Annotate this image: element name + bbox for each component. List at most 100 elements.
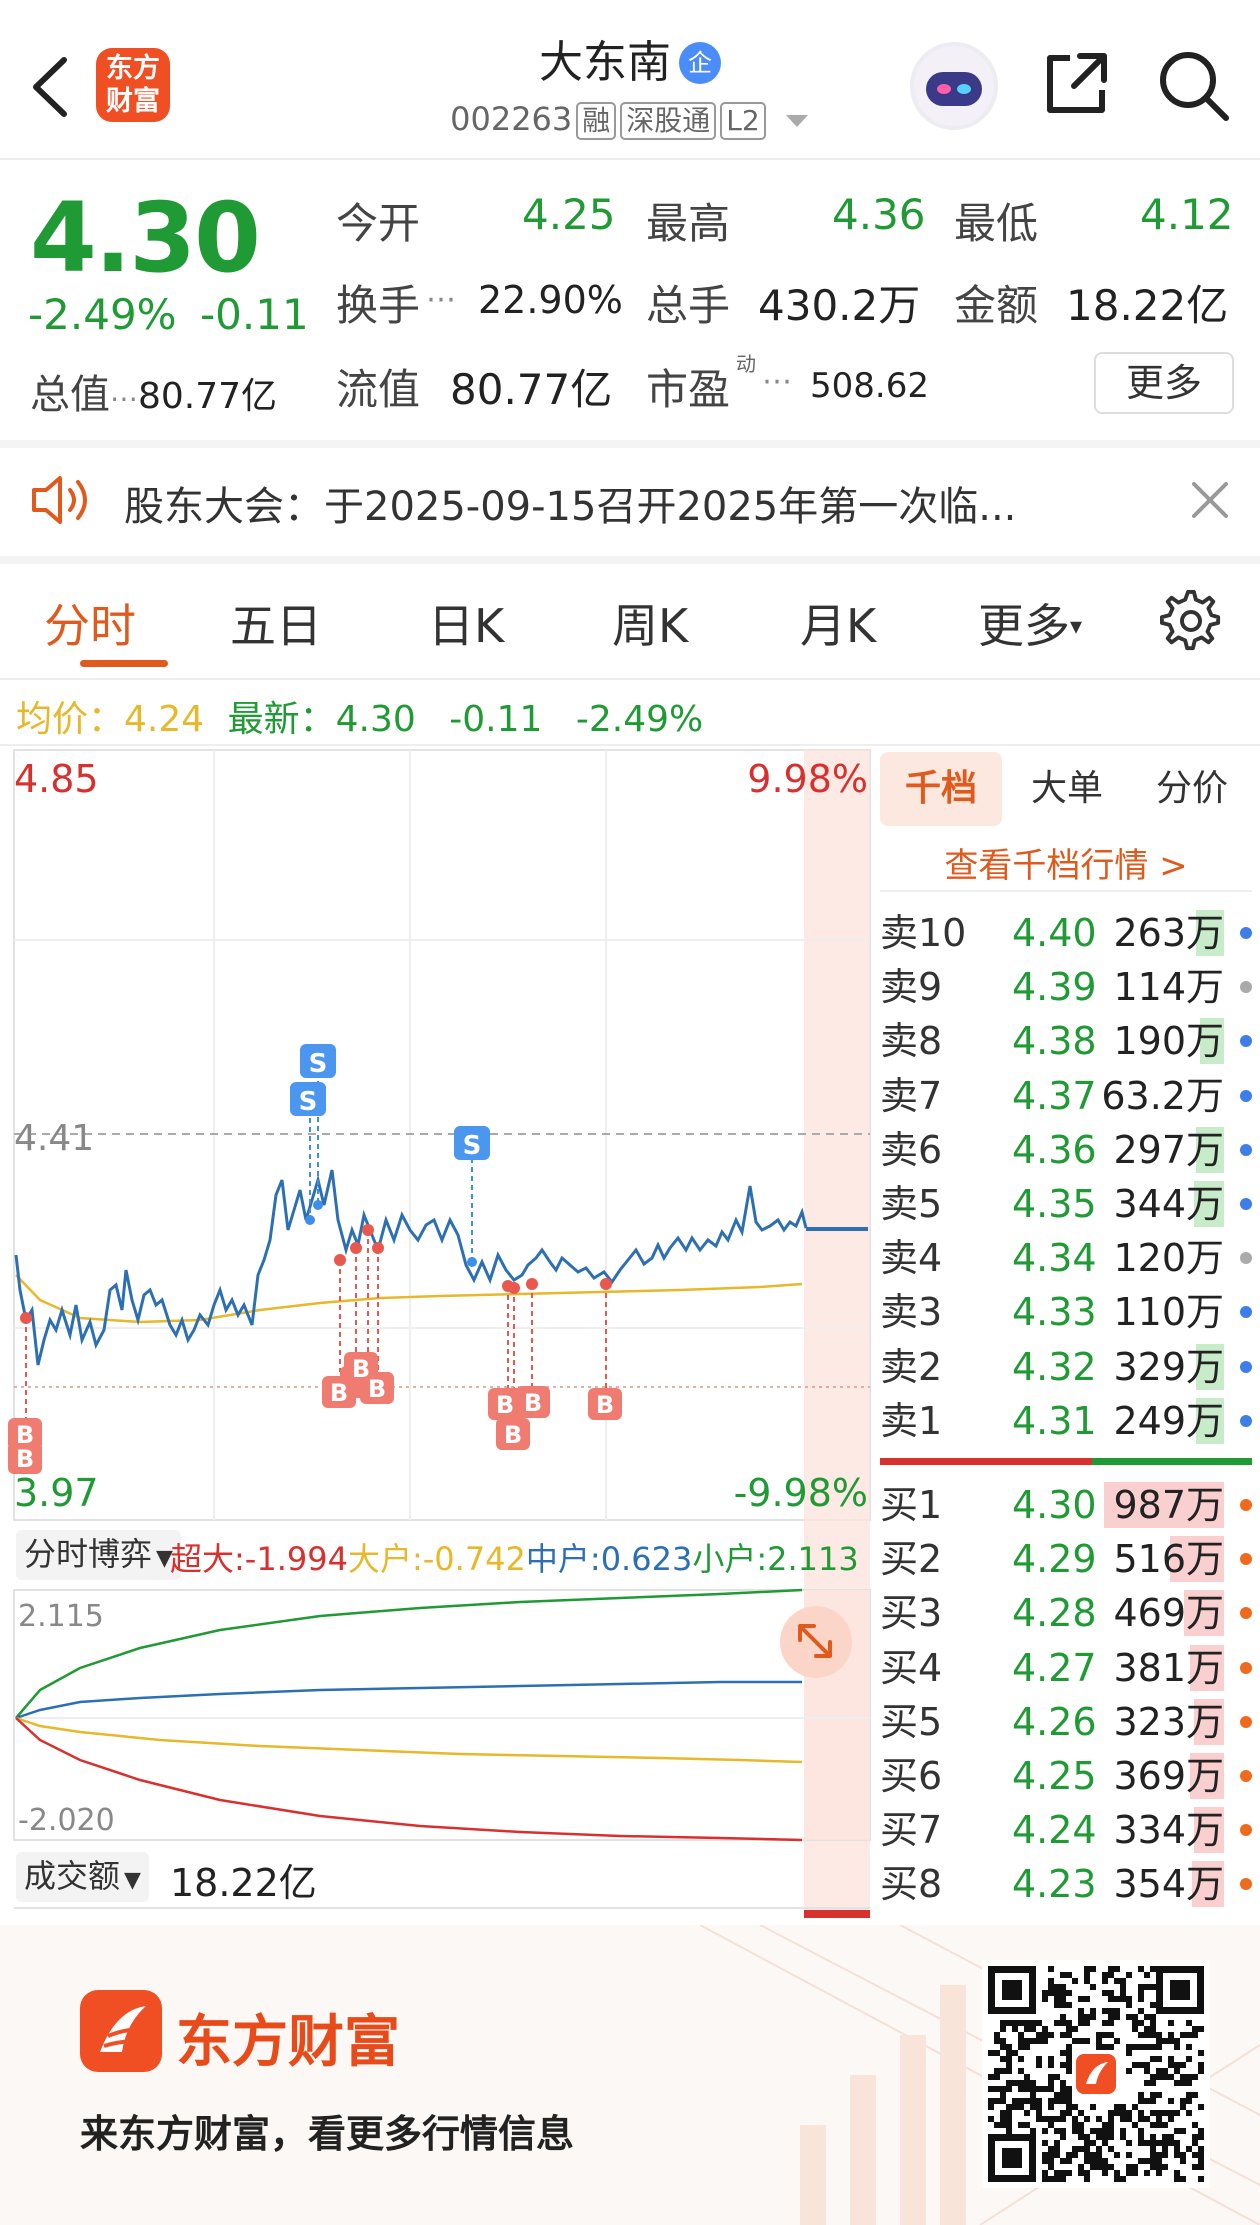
brand-name: 东方财富 [176,2010,400,2075]
ask-volume: 249万 [1113,1398,1224,1443]
volume-bar [1200,1018,1224,1065]
pct-axis-bottom: -9.98% [734,1471,868,1515]
bid-row[interactable]: 买2 4.29 516万 [880,1532,1260,1586]
tab-more[interactable]: 更多▾ [978,599,1083,653]
bid-row[interactable]: 买5 4.26 323万 [880,1695,1260,1749]
depth-link[interactable]: 查看千档行情 > [944,846,1188,886]
ask-row[interactable]: 卖9 4.39 114万 [880,960,1260,1014]
svg-text:B: B [368,1375,386,1403]
settings-icon [1159,589,1221,651]
bid-level: 买3 [880,1591,943,1636]
bid-price: 4.28 [1012,1591,1097,1636]
bid-volume: 381万 [1113,1645,1224,1690]
order-dot [1240,1414,1252,1427]
bid-row[interactable]: 买1 4.30 987万 [880,1478,1260,1532]
market-cap[interactable]: 总值⋯80.77亿 [30,372,278,418]
dropdown-icon [785,115,808,127]
open-label: 今开 [336,199,421,248]
search-button[interactable] [1156,48,1232,124]
volume-label: 总手 [646,281,731,330]
notice-text[interactable]: 股东大会：于2025-09-15召开2025年第一次临... [124,484,1017,530]
promo-slogan: 来东方财富，看更多行情信息 [80,2112,575,2156]
bid-price: 4.29 [1012,1537,1097,1582]
pe-info-icon[interactable]: ⋯ [762,364,792,399]
tab-big-orders[interactable]: 大单 [1030,768,1103,809]
volume-bar [1194,1181,1224,1227]
sell-marker[interactable] [300,1044,336,1078]
ask-price: 4.36 [1012,1127,1097,1172]
turnover-info-icon[interactable]: ⋯ [426,282,456,317]
back-button[interactable] [26,52,72,122]
tab-five-day[interactable]: 五日 [230,599,322,653]
more-quote-button[interactable]: 更多 [1094,352,1234,414]
bid-price: 4.27 [1012,1645,1097,1690]
ask-row[interactable]: 卖4 4.34 120万 [880,1231,1260,1285]
order-dot [1240,1252,1252,1265]
ask-row[interactable]: 卖2 4.32 329万 [880,1340,1260,1394]
order-dot [1240,1770,1252,1782]
stock-subtitle[interactable]: 002263 融深股通 L2 [0,100,1260,140]
bid-row[interactable]: 买3 4.28 469万 [880,1586,1260,1640]
volume-bar [1184,1590,1224,1637]
ask-volume: 297万 [1113,1127,1224,1172]
tab-monthly-k[interactable]: 月K [800,599,877,653]
promo-footer: 东方财富 来东方财富，看更多行情信息 [0,1925,1260,2225]
order-dot [1240,1553,1252,1566]
app-logo[interactable]: 东方 财富 [96,48,170,122]
current-price: 4.30 [30,182,261,294]
ask-row[interactable]: 卖10 4.40 263万 [880,906,1260,960]
amount-value: 18.22亿 [1066,281,1229,330]
intraday-chart[interactable]: S S S B B B B [0,745,872,1920]
game-legend: 超大:-1.994大户:-0.742中户:0.623小户:2.113 [170,1540,859,1578]
tab-intraday[interactable]: 分时 [44,599,136,653]
ask-price: 4.35 [1012,1182,1097,1226]
bid-row[interactable]: 买7 4.24 334万 [880,1803,1260,1857]
svg-text:S: S [463,1131,482,1161]
buy-markers[interactable] [8,1352,622,1474]
change-pct: -2.49% [28,290,177,339]
notice-speaker [28,470,94,530]
notice-close[interactable] [1188,478,1232,522]
bid-row[interactable]: 买8 4.23 354万 [880,1857,1260,1911]
qr-code[interactable] [982,1960,1210,2188]
price-axis-top: 4.85 [14,757,99,801]
pe-dynamic-mark: 动 [736,352,756,376]
ask-row[interactable]: 卖8 4.38 190万 [880,1014,1260,1068]
pe-label: 市盈 [646,365,731,414]
svg-text:B: B [16,1445,34,1473]
ask-row[interactable]: 卖1 4.31 249万 [880,1394,1260,1448]
share-button[interactable] [1040,48,1112,120]
order-dot [1240,1878,1252,1891]
bid-strength [880,1458,1092,1465]
ask-row[interactable]: 卖6 4.36 297万 [880,1123,1260,1177]
ask-row[interactable]: 卖5 4.35 344万 [880,1177,1260,1231]
bid-volume: 334万 [1113,1808,1224,1853]
price-axis-bottom: 3.97 [14,1471,99,1515]
qr-code-image [982,1960,1210,2188]
assistant-avatar[interactable] [910,42,998,130]
chart-settings[interactable] [1159,589,1222,652]
low-label: 最低 [954,199,1039,248]
ask-volume: 63.2万 [1101,1073,1224,1118]
bid-level: 买5 [880,1699,943,1744]
ask-row[interactable]: 卖7 4.37 63.2万 [880,1069,1260,1123]
bid-row[interactable]: 买6 4.25 369万 [880,1749,1260,1803]
tab-daily-k[interactable]: 日K [428,599,505,653]
amount-selector[interactable]: 成交额 ▼ [16,1852,149,1902]
sell-marker[interactable] [290,1082,326,1116]
tab-price-dist[interactable]: 分价 [1155,768,1228,809]
ask-row[interactable]: 卖3 4.33 110万 [880,1285,1260,1339]
game-selector[interactable]: 分时博弈 ▼ [16,1530,181,1580]
volume-bar [1196,1397,1224,1444]
bid-row[interactable]: 买4 4.27 381万 [880,1641,1260,1695]
ask-price: 4.37 [1012,1073,1097,1118]
sell-marker[interactable] [454,1126,490,1160]
tab-underline [80,660,168,667]
bid-price: 4.24 [1012,1808,1097,1853]
tab-depth[interactable]: 千档 [880,752,1002,826]
tab-weekly-k[interactable]: 周K [612,599,689,653]
high-label: 最高 [646,199,731,248]
bid-volume: 987万 [1113,1483,1224,1527]
back-icon [33,57,67,117]
order-dot [1240,1306,1252,1319]
